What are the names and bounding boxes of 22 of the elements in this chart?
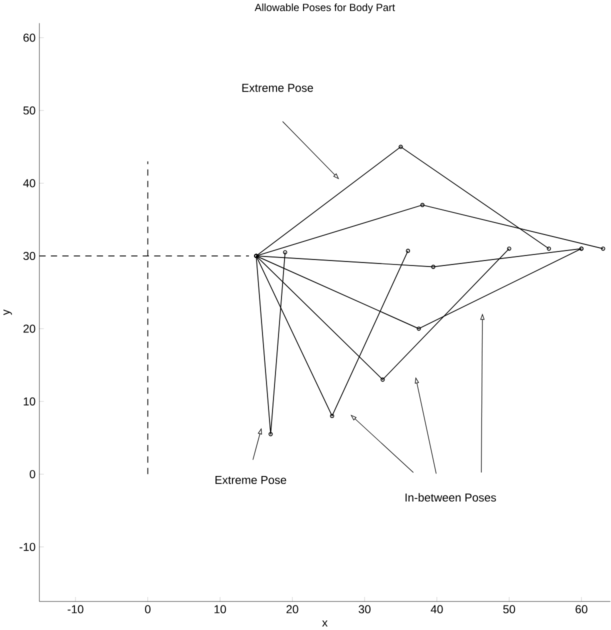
x-tick-label: 20: [286, 605, 298, 614]
y-tick-label: 20: [24, 324, 36, 333]
annotation: Extreme Pose: [242, 84, 314, 92]
x-tick-label: 60: [576, 605, 588, 614]
y-tick-label: 30: [24, 252, 36, 260]
chart-title: Allowable Poses for Body Part: [254, 3, 396, 14]
y-tick-label: 60: [24, 34, 36, 42]
y-tick-label: 50: [24, 106, 36, 115]
y-tick-label: 40: [23, 179, 36, 188]
x-tick-label: 0: [145, 605, 151, 614]
x-tick-label: 30: [358, 605, 371, 614]
annotation: In-between Poses: [406, 493, 496, 502]
annotation: Extreme Pose: [216, 476, 286, 484]
x-axis-title: x: [322, 620, 328, 627]
y-axis-title: y: [4, 309, 12, 316]
y-tick-label: 10: [24, 397, 36, 406]
x-tick-label: 10: [214, 605, 226, 614]
y-tick-label: -10: [20, 542, 36, 551]
x-tick-label: 50: [503, 605, 516, 614]
x-tick-label: -10: [68, 605, 84, 614]
y-tick-label: 0: [30, 470, 36, 478]
x-tick-label: 40: [430, 605, 444, 614]
